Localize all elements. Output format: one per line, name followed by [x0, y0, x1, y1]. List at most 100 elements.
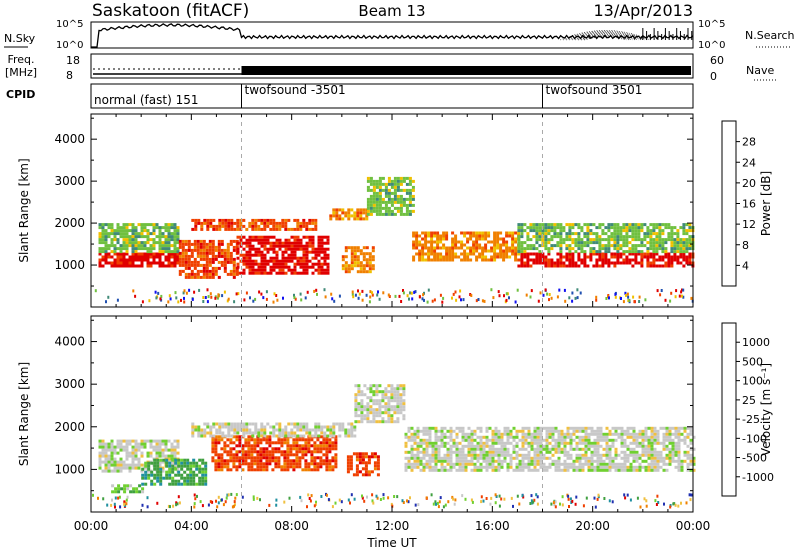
- data-cell: [204, 479, 208, 483]
- data-cell: [604, 247, 608, 251]
- data-cell: [514, 249, 518, 253]
- data-cell: [634, 255, 638, 259]
- data-cell: [275, 498, 278, 502]
- data-cell: [294, 297, 297, 301]
- data-cell: [268, 503, 271, 507]
- data-cell: [613, 235, 617, 239]
- data-cell: [494, 453, 498, 457]
- data-cell: [475, 234, 479, 238]
- data-cell: [256, 456, 260, 460]
- colorbar-tick-label: 24: [742, 156, 756, 169]
- data-cell: [647, 426, 651, 430]
- data-cell: [682, 295, 685, 299]
- data-cell: [360, 417, 364, 421]
- data-cell: [110, 454, 114, 458]
- nsearch-trace-arc: [575, 34, 636, 41]
- data-cell: [307, 468, 311, 472]
- data-cell: [515, 465, 519, 469]
- data-cell: [183, 300, 186, 304]
- data-cell: [187, 275, 191, 279]
- data-cell: [631, 247, 635, 251]
- data-cell: [500, 462, 504, 466]
- data-cell: [485, 441, 489, 445]
- data-cell: [464, 462, 468, 466]
- data-cell: [649, 252, 653, 256]
- data-cell: [319, 435, 323, 439]
- data-cell: [305, 262, 309, 266]
- data-cell: [349, 467, 353, 471]
- data-cell: [661, 247, 665, 251]
- data-cell: [652, 238, 656, 242]
- data-cell: [396, 384, 400, 388]
- data-cell: [393, 176, 397, 180]
- data-cell: [323, 253, 327, 257]
- data-cell: [442, 258, 446, 262]
- data-cell: [577, 255, 581, 259]
- data-cell: [268, 459, 272, 463]
- data-cell: [192, 464, 196, 468]
- data-cell: [369, 405, 373, 409]
- data-cell: [194, 227, 198, 231]
- data-cell: [260, 268, 264, 272]
- data-cell: [236, 218, 240, 222]
- data-cell: [269, 431, 273, 435]
- data-cell: [293, 293, 295, 297]
- data-cell: [113, 258, 117, 262]
- data-cell: [143, 235, 147, 239]
- data-cell: [178, 260, 182, 264]
- data-cell: [226, 450, 230, 454]
- data-cell: [194, 221, 198, 225]
- data-cell: [559, 241, 563, 245]
- data-cell: [387, 188, 391, 192]
- data-cell: [137, 232, 141, 236]
- data-cell: [683, 435, 687, 439]
- data-cell: [593, 432, 597, 436]
- data-cell: [484, 258, 488, 262]
- data-cell: [413, 290, 416, 294]
- data-cell: [520, 241, 524, 245]
- data-cell: [590, 441, 594, 445]
- data-cell: [562, 238, 566, 242]
- data-cell: [628, 247, 632, 251]
- data-cell: [307, 465, 311, 469]
- data-cell: [98, 247, 102, 251]
- data-cell: [497, 447, 501, 451]
- data-cell: [281, 431, 285, 435]
- data-cell: [506, 432, 510, 436]
- data-cell: [360, 393, 364, 397]
- data-cell: [488, 462, 492, 466]
- data-cell: [538, 229, 542, 233]
- data-cell: [128, 439, 132, 443]
- data-cell: [583, 255, 587, 259]
- data-cell: [361, 452, 365, 456]
- data-cell: [479, 453, 483, 457]
- data-cell: [617, 468, 621, 472]
- data-cell: [491, 441, 495, 445]
- data-cell: [482, 499, 485, 503]
- data-cell: [284, 425, 288, 429]
- data-cell: [177, 479, 181, 483]
- data-cell: [164, 229, 168, 233]
- data-cell: [357, 393, 361, 397]
- data-cell: [316, 462, 320, 466]
- data-cell: [631, 258, 635, 262]
- data-cell: [478, 252, 482, 256]
- data-cell: [114, 496, 117, 500]
- data-cell: [241, 459, 245, 463]
- data-cell: [637, 232, 641, 236]
- data-cell: [123, 484, 127, 488]
- data-cell: [563, 441, 567, 445]
- data-cell: [206, 288, 209, 292]
- data-cell: [256, 438, 260, 442]
- data-cell: [559, 250, 563, 254]
- data-cell: [581, 447, 585, 451]
- data-cell: [529, 247, 533, 251]
- data-cell: [424, 234, 428, 238]
- data-cell: [646, 252, 650, 256]
- data-cell: [287, 268, 291, 272]
- data-cell: [452, 429, 456, 433]
- data-cell: [370, 452, 374, 456]
- data-cell: [335, 211, 339, 215]
- data-cell: [477, 298, 480, 301]
- data-cell: [113, 252, 117, 256]
